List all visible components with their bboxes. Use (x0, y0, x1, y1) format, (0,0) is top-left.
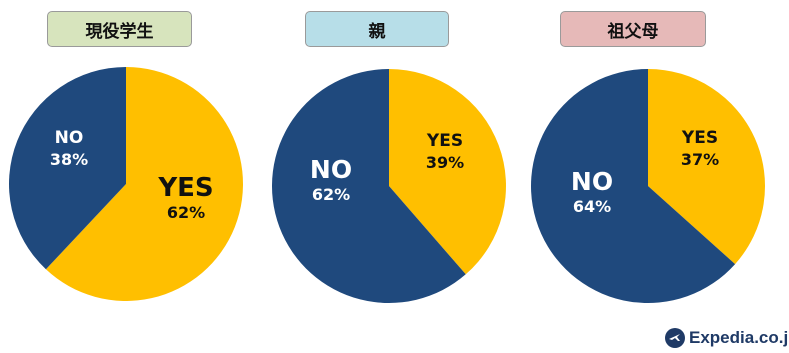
chart-title-parents: 親 (305, 11, 449, 47)
slice-label-no: NO (55, 128, 84, 148)
slice-label-yes: YES (426, 131, 463, 151)
slice-label-no: NO (571, 167, 613, 196)
slice-percent-no: 64% (573, 197, 611, 216)
chart-title-grandparents: 祖父母 (560, 11, 706, 47)
slice-percent-no: 38% (50, 150, 88, 169)
plane-icon (665, 328, 685, 348)
slice-label-yes: YES (157, 173, 213, 203)
slice-label-no: NO (310, 155, 352, 184)
chart-title-students: 現役学生 (47, 11, 192, 47)
pie-slice-yes (648, 69, 766, 265)
brand-name: Expedia.co.jp (689, 328, 789, 347)
expedia-logo: Expedia.co.jp (665, 327, 789, 349)
pie-slice-no (531, 69, 736, 303)
pie-slice-yes (45, 67, 244, 302)
slice-percent-no: 62% (312, 185, 350, 204)
slice-percent-yes: 37% (681, 150, 719, 169)
pie-slice-no (9, 67, 127, 270)
slice-label-yes: YES (681, 128, 718, 148)
slice-percent-yes: 62% (167, 203, 205, 222)
pie-slice-no (271, 68, 466, 304)
slice-percent-yes: 39% (426, 153, 464, 172)
pie-slice-yes (389, 69, 506, 275)
